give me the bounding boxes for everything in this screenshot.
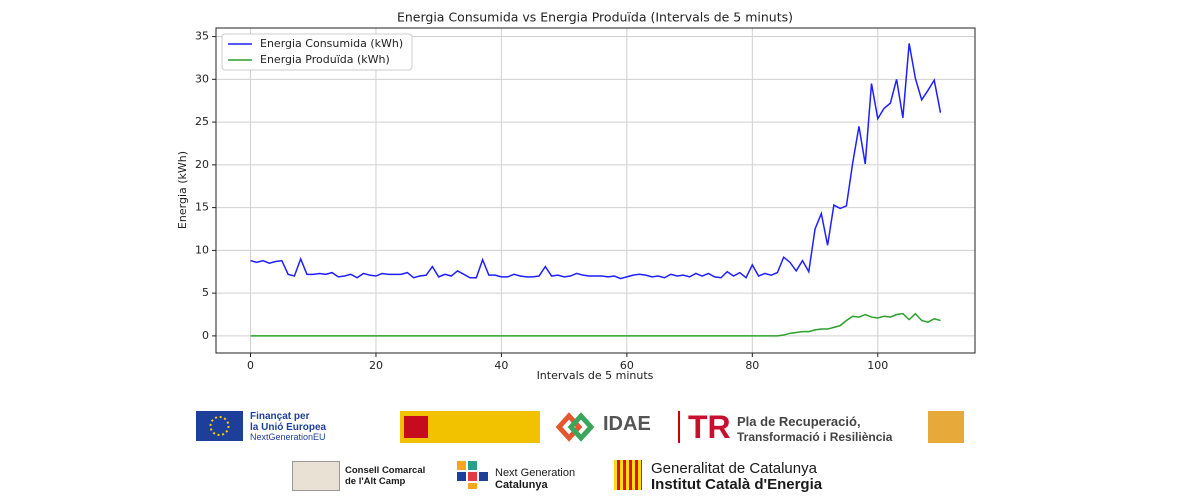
y-tick-label: 0 (202, 329, 209, 342)
y-tick-label: 20 (195, 158, 209, 171)
y-tick-label: 30 (195, 72, 209, 85)
line-series (250, 43, 942, 280)
eu-flag (196, 411, 243, 441)
legend-label: Energia Produïda (kWh) (260, 53, 390, 66)
legend-label: Energia Consumida (kWh) (260, 37, 403, 50)
chart-title: Energia Consumida vs Energia Produïda (I… (397, 10, 793, 25)
consell-text-2: de l'Alt Camp (345, 476, 406, 487)
prtr-text-2: Transformació i Resiliència (737, 430, 893, 444)
small-logo (928, 411, 964, 443)
consell-logo (292, 461, 340, 491)
x-tick-label: 0 (247, 359, 254, 372)
x-tick-label: 60 (620, 359, 634, 372)
idae-text: IDAE (603, 413, 651, 435)
y-tick-label: 35 (195, 30, 209, 43)
prtr-text-1: Pla de Recuperació, (737, 414, 861, 429)
consell-text-1: Consell Comarcal (345, 465, 426, 476)
eu-text-2: la Unió Europea (250, 422, 327, 433)
icaen-text-2: Institut Català d'Energia (651, 476, 823, 493)
line-series (250, 312, 941, 337)
idae-icon (551, 412, 597, 442)
y-tick-label: 15 (195, 201, 209, 214)
ngc-text-1: Next Generation (495, 467, 576, 479)
y-tick-label: 25 (195, 115, 209, 128)
ngc-icon (457, 461, 489, 489)
plot-frame (215, 27, 976, 354)
y-axis-label: Energia (kWh) (176, 151, 189, 229)
ngc-text-2: Catalunya (495, 479, 548, 491)
gobierno-logo (400, 411, 540, 443)
x-tick-label: 80 (745, 359, 759, 372)
divider (678, 411, 680, 443)
legend-box (221, 33, 413, 71)
eu-text-1: Finançat per (250, 411, 310, 422)
chart: Energia Consumida vs Energia Produïda (I… (176, 10, 976, 382)
y-tick-label: 10 (195, 243, 209, 256)
x-tick-label: 20 (369, 359, 383, 372)
x-tick-label: 100 (867, 359, 888, 372)
eu-text-3: NextGenerationEU (250, 432, 326, 442)
x-tick-label: 40 (494, 359, 508, 372)
x-axis-label: Intervals de 5 minuts (537, 369, 654, 382)
generalitat-icon (614, 460, 642, 490)
prtr-icon: TR (688, 409, 731, 445)
y-tick-label: 5 (202, 286, 209, 299)
icaen-text-1: Generalitat de Catalunya (651, 460, 817, 477)
